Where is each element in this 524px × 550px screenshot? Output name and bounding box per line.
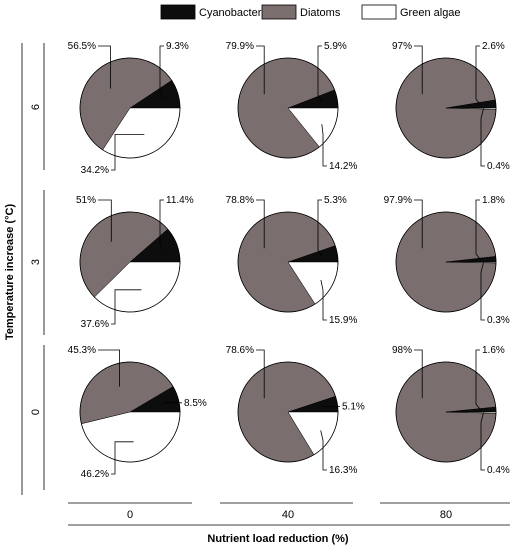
pie-outline (237, 57, 339, 159)
label-leader (256, 199, 265, 249)
pie-outline (237, 211, 339, 313)
pie-panel: 97% 2.6% 0.4% (392, 41, 510, 172)
data-label-green-algae: 34.2% (81, 165, 109, 176)
x-axis-label: Nutrient load reduction (%) (207, 533, 349, 545)
pie-outline (79, 361, 181, 463)
legend-label: Diatoms (300, 7, 341, 19)
legend-swatch (261, 4, 297, 20)
pie-outline (79, 211, 181, 313)
legend-item: Cyanobacteria (160, 4, 271, 20)
data-label-diatoms: 51% (76, 195, 96, 206)
pie-outline (79, 57, 181, 159)
label-leader (320, 279, 327, 321)
legend: Cyanobacteria Diatoms Green algae (160, 4, 461, 20)
pie-panel: 78.8% 5.3% 15.9% (226, 195, 358, 326)
label-leader (159, 45, 164, 99)
pie-panels: 56.5% 9.3% 34.2% 79.9% 5.9% 14.2% 97% 2.6% 0.4% 5… (68, 41, 510, 480)
legend-label: Cyanobacteria (199, 7, 271, 19)
legend-item: Green algae (361, 4, 461, 20)
x-tick-label: 80 (440, 509, 452, 521)
data-label-green-algae: 0.3% (487, 315, 510, 326)
pie-outline (395, 361, 497, 463)
x-tick-label: 0 (127, 509, 133, 521)
label-leader (475, 45, 482, 106)
label-leader (317, 199, 323, 257)
data-label-diatoms: 97% (392, 41, 412, 52)
label-leader (475, 199, 482, 261)
label-leader (480, 108, 485, 167)
label-leader (111, 289, 142, 325)
y-axis-label: Temperature increase (°C) (4, 204, 16, 341)
label-leader (320, 430, 327, 471)
legend-swatch (160, 4, 196, 20)
data-label-diatoms: 78.8% (226, 195, 254, 206)
label-leader (475, 349, 482, 411)
data-label-green-algae: 46.2% (81, 469, 109, 480)
data-label-diatoms: 97.9% (384, 195, 412, 206)
label-leader (98, 45, 111, 89)
pie-outline (395, 57, 497, 159)
pie-outline (237, 361, 339, 463)
label-leader (98, 349, 120, 387)
x-tick-label: 40 (282, 509, 294, 521)
legend-label: Green algae (400, 7, 461, 19)
label-leader (111, 133, 145, 171)
label-leader (414, 349, 423, 399)
data-label-cyanobacteria: 1.6% (482, 345, 505, 356)
data-label-cyanobacteria: 1.8% (482, 195, 505, 206)
label-leader (321, 124, 327, 167)
pie-panel: 78.6% 5.1% 16.3% (226, 345, 365, 476)
data-label-cyanobacteria: 9.3% (166, 41, 189, 52)
data-label-diatoms: 78.6% (226, 345, 254, 356)
pie-panel: 45.3% 8.5% 46.2% (68, 345, 207, 480)
y-tick-label: 6 (30, 104, 42, 110)
data-label-diatoms: 98% (392, 345, 412, 356)
pie-outline (395, 211, 497, 313)
data-label-green-algae: 0.4% (487, 465, 510, 476)
pie-panel: 56.5% 9.3% 34.2% (68, 41, 189, 176)
pie-panel: 98% 1.6% 0.4% (392, 345, 510, 476)
data-label-green-algae: 15.9% (329, 315, 357, 326)
label-leader (256, 349, 265, 399)
label-leader (480, 412, 485, 471)
data-label-green-algae: 16.3% (329, 465, 357, 476)
data-label-green-algae: 0.4% (487, 161, 510, 172)
pie-panel: 51% 11.4% 37.6% (76, 195, 194, 330)
label-leader (317, 45, 323, 102)
y-tick-label: 3 (30, 259, 42, 265)
data-label-cyanobacteria: 2.6% (482, 41, 505, 52)
data-label-green-algae: 14.2% (329, 161, 357, 172)
label-leader (98, 199, 112, 242)
data-label-diatoms: 79.9% (226, 41, 254, 52)
data-label-cyanobacteria: 11.4% (166, 195, 194, 206)
label-leader (111, 441, 134, 475)
legend-swatch (361, 4, 397, 20)
data-label-cyanobacteria: 8.5% (184, 398, 207, 409)
label-leader (256, 45, 265, 95)
data-label-diatoms: 45.3% (68, 345, 96, 356)
pie-panel: 97.9% 1.8% 0.3% (384, 195, 510, 326)
legend-item: Diatoms (261, 4, 341, 20)
pie-panel: 79.9% 5.9% 14.2% (226, 41, 358, 172)
y-axis: Temperature increase (°C) 6 3 0 (4, 43, 45, 495)
label-leader (414, 199, 423, 249)
label-leader (480, 262, 485, 321)
data-label-diatoms: 56.5% (68, 41, 96, 52)
data-label-cyanobacteria: 5.9% (324, 41, 347, 52)
label-leader (414, 45, 423, 95)
data-label-cyanobacteria: 5.1% (342, 401, 365, 412)
data-label-cyanobacteria: 5.3% (324, 195, 347, 206)
y-tick-label: 0 (30, 409, 42, 415)
label-leader (159, 199, 164, 250)
data-label-green-algae: 37.6% (81, 319, 109, 330)
x-axis: Nutrient load reduction (%) 0 40 80 (68, 502, 510, 545)
